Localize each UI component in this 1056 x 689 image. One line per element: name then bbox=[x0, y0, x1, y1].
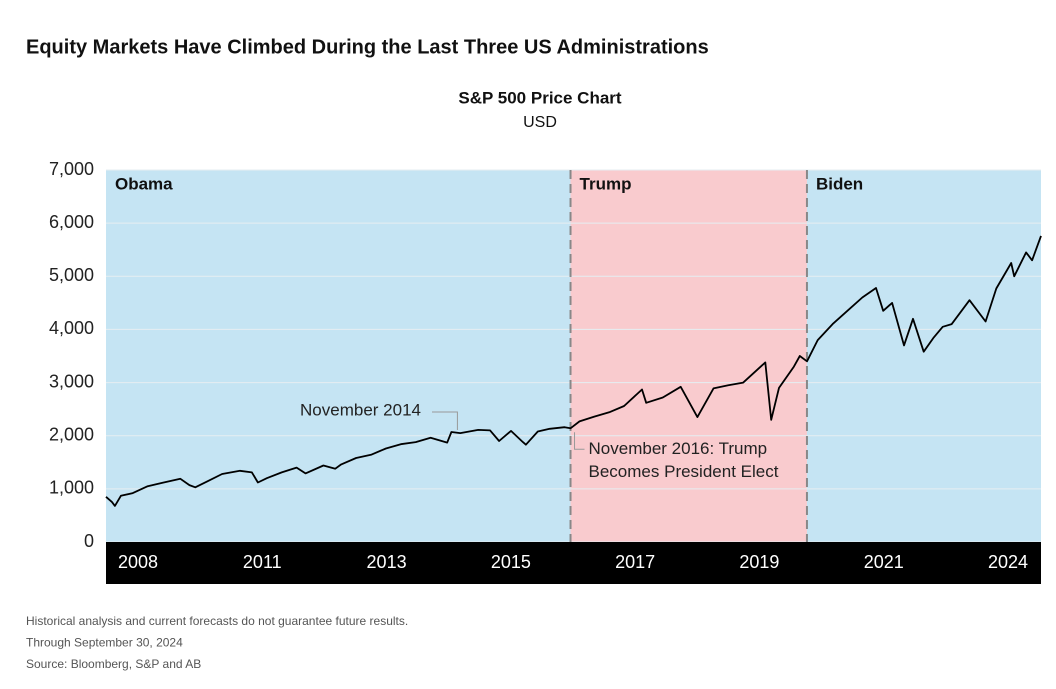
y-tick-label: 5,000 bbox=[49, 265, 94, 285]
y-tick-label: 7,000 bbox=[49, 159, 94, 179]
annotation-text: November 2014 bbox=[300, 400, 421, 419]
region-band bbox=[570, 170, 807, 542]
y-tick-label: 4,000 bbox=[49, 318, 94, 338]
x-tick-label: 2021 bbox=[864, 552, 904, 572]
y-tick-label: 0 bbox=[84, 531, 94, 551]
x-axis-band bbox=[106, 542, 1041, 584]
annotation-leader bbox=[432, 411, 458, 430]
footnote: Source: Bloomberg, S&P and AB bbox=[26, 657, 201, 671]
x-tick-label: 2008 bbox=[118, 552, 158, 572]
annotation-text: November 2016: Trump bbox=[589, 439, 768, 458]
unit-label: USD bbox=[523, 114, 557, 131]
chart-subtitle: S&P 500 Price Chart bbox=[458, 88, 621, 107]
y-tick-label: 3,000 bbox=[49, 371, 94, 391]
x-tick-label: 2013 bbox=[367, 552, 407, 572]
x-tick-label: 2011 bbox=[243, 552, 282, 572]
x-tick-label: 2017 bbox=[615, 552, 655, 572]
y-tick-label: 6,000 bbox=[49, 212, 94, 232]
region-band bbox=[806, 170, 1041, 542]
x-tick-label: 2024 bbox=[988, 552, 1028, 572]
y-tick-label: 2,000 bbox=[49, 424, 94, 444]
x-tick-label: 2015 bbox=[491, 552, 531, 572]
price-line bbox=[105, 235, 1042, 507]
annotation-leader bbox=[574, 432, 585, 450]
chart-title: Equity Markets Have Climbed During the L… bbox=[26, 36, 709, 58]
x-tick-label: 2019 bbox=[739, 552, 779, 572]
region-label: Obama bbox=[115, 174, 173, 193]
annotation-text: Becomes President Elect bbox=[589, 462, 779, 481]
y-tick-label: 1,000 bbox=[49, 478, 94, 498]
region-label: Trump bbox=[580, 174, 632, 193]
footnote: Historical analysis and current forecast… bbox=[26, 614, 408, 628]
footnote: Through September 30, 2024 bbox=[26, 636, 183, 650]
region-label: Biden bbox=[816, 174, 863, 193]
region-band bbox=[106, 170, 571, 542]
